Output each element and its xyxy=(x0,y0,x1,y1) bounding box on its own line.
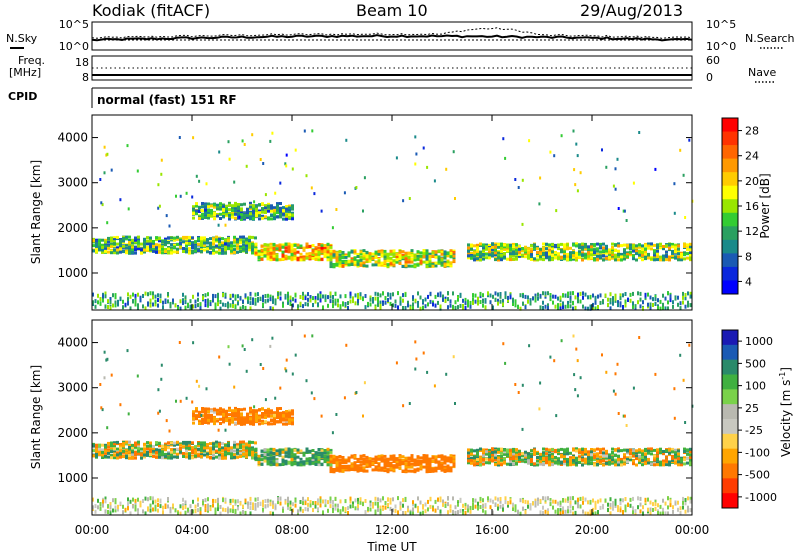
freq-tick-right-top: 60 xyxy=(706,54,720,67)
colorbar-swatch xyxy=(722,330,738,346)
nsky-label: N.Sky xyxy=(6,32,38,45)
freq-tick-right-bottom: 0 xyxy=(706,71,713,84)
x-axis: Time UT 00:00 04:00 08:00 12:00 16:00 20:00 00… xyxy=(75,115,710,554)
colorbar-tick: 12 xyxy=(745,225,759,238)
colorbar-tick: 28 xyxy=(745,125,759,138)
velocity-data xyxy=(92,334,694,516)
x-tick-label: 04:00 xyxy=(175,523,210,537)
nsearch-label: N.Search xyxy=(745,32,795,45)
colorbar-swatch xyxy=(722,463,738,479)
colorbar-swatch xyxy=(722,253,738,268)
noise-search-line xyxy=(91,27,693,39)
noise-sky-line xyxy=(91,34,693,42)
y-tick-label: 2000 xyxy=(57,221,88,235)
colorbar-swatch xyxy=(722,199,738,214)
y-tick-label: 4000 xyxy=(57,131,88,145)
colorbar-swatch xyxy=(722,374,738,390)
colorbar-swatch xyxy=(722,185,738,200)
colorbar-tick: -25 xyxy=(745,424,763,437)
colorbar-swatch xyxy=(722,266,738,281)
velocity-panel: 4000 3000 2000 1000 Slant Range [km] xyxy=(29,319,694,516)
y-tick-label: 3000 xyxy=(57,381,88,395)
colorbar-tick: 20 xyxy=(745,175,759,188)
y-tick-label: 2000 xyxy=(57,426,88,440)
y-tick-label: 3000 xyxy=(57,176,88,190)
x-tick-label: 20:00 xyxy=(575,523,610,537)
colorbar-swatch xyxy=(722,389,738,405)
freq-unit-label: [MHz] xyxy=(9,66,41,79)
y-tick-label: 1000 xyxy=(57,471,88,485)
freq-tick-left-top: 18 xyxy=(75,56,89,69)
colorbar-swatch xyxy=(722,493,738,509)
colorbar-swatch xyxy=(722,118,738,133)
colorbar-tick: 16 xyxy=(745,200,759,213)
colorbar-swatch xyxy=(722,131,738,146)
power-panel: 4000 3000 2000 1000 Slant Range [km] xyxy=(29,114,694,311)
beam-title: Beam 10 xyxy=(356,1,428,20)
power-data xyxy=(92,129,694,311)
colorbar-swatch xyxy=(722,145,738,160)
colorbar-swatch xyxy=(722,404,738,420)
colorbar-tick: 4 xyxy=(745,275,752,288)
colorbar-swatch xyxy=(722,419,738,435)
x-tick-label: 16:00 xyxy=(475,523,510,537)
x-tick-label: 00:00 xyxy=(75,523,110,537)
power-colorbar-title: Power [dB] xyxy=(758,173,772,238)
colorbar-swatch xyxy=(722,359,738,375)
colorbar-tick: 25 xyxy=(745,402,759,415)
colorbar-swatch xyxy=(722,158,738,173)
x-tick-label: 00:00 xyxy=(675,523,710,537)
velocity-ylabel: Slant Range [km] xyxy=(29,365,43,469)
colorbar-swatch xyxy=(722,172,738,187)
x-tick-label: 08:00 xyxy=(275,523,310,537)
colorbar-swatch xyxy=(722,433,738,450)
colorbar-tick: 8 xyxy=(745,250,752,263)
colorbar-tick: -100 xyxy=(745,446,770,459)
velocity-colorbar: 1000 500 100 25 -25 -100 -500 -1000 Velocity [m… xyxy=(721,329,793,509)
y-tick-label: 4000 xyxy=(57,336,88,350)
colorbar-swatch xyxy=(722,239,738,254)
colorbar-tick: -1000 xyxy=(745,491,777,504)
velocity-colorbar-superscript: -1 xyxy=(778,372,787,380)
cpid-text: normal (fast) 151 RF xyxy=(97,93,237,107)
noise-panel: 10^5 10^0 10^5 10^0 N.Sky N.Search xyxy=(6,18,795,53)
colorbar-swatch xyxy=(722,212,738,227)
cpid-bar: normal (fast) 151 RF xyxy=(91,87,692,108)
x-axis-title: Time UT xyxy=(366,540,417,554)
noise-tick-left-top: 10^5 xyxy=(59,18,89,31)
colorbar-swatch xyxy=(722,226,738,241)
colorbar-swatch xyxy=(722,478,738,494)
colorbar-tick: 100 xyxy=(745,380,766,393)
colorbar-tick: 24 xyxy=(745,150,759,163)
colorbar-tick: -500 xyxy=(745,469,770,482)
cpid-label: CPID xyxy=(8,90,37,103)
colorbar-swatch xyxy=(722,448,738,464)
colorbar-swatch xyxy=(722,344,738,361)
noise-tick-left-bottom: 10^0 xyxy=(59,40,89,53)
velocity-colorbar-title: Velocity [m s-1] xyxy=(778,367,793,457)
freq-label: Freq. xyxy=(18,54,45,67)
power-ylabel: Slant Range [km] xyxy=(29,160,43,264)
x-tick-label: 12:00 xyxy=(375,523,410,537)
noise-tick-right-bottom: 10^0 xyxy=(706,40,736,53)
station-title: Kodiak (fitACF) xyxy=(92,1,210,20)
y-tick-label: 1000 xyxy=(57,266,88,280)
nave-label: Nave xyxy=(748,66,776,79)
power-colorbar: 28 24 20 16 12 8 4 Power [dB] xyxy=(721,117,772,295)
colorbar-tick: 1000 xyxy=(745,335,773,348)
colorbar-tick: 500 xyxy=(745,357,766,370)
noise-tick-right-top: 10^5 xyxy=(706,18,736,31)
colorbar-swatch xyxy=(722,280,738,295)
date-title: 29/Aug/2013 xyxy=(580,1,683,20)
freq-tick-left-bottom: 8 xyxy=(82,71,89,84)
freq-panel: 18 8 60 0 Freq. [MHz] Nave CPID xyxy=(8,54,776,103)
